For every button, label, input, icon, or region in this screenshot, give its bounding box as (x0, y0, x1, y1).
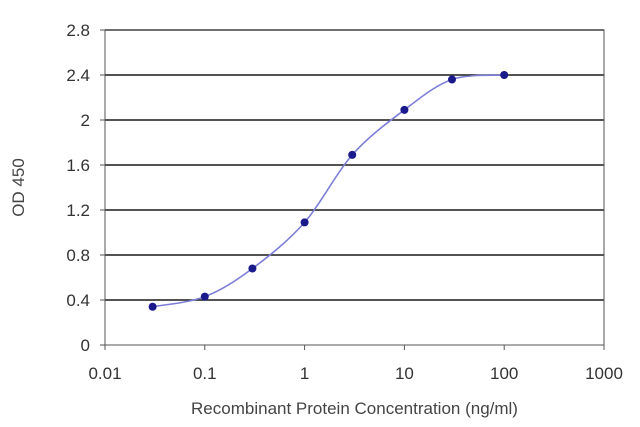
y-tick-label: 1.2 (66, 201, 90, 220)
y-tick-label: 2 (81, 111, 90, 130)
data-point (248, 264, 257, 273)
data-point (500, 71, 509, 79)
x-axis-title: Recombinant Protein Concentration (ng/ml… (191, 399, 518, 418)
y-tick-label: 0.8 (66, 246, 90, 265)
y-tick-label: 0 (81, 336, 90, 355)
y-tick-label: 0.4 (66, 291, 90, 310)
data-point (448, 75, 457, 84)
x-tick-label: 0.01 (88, 364, 121, 383)
y-axis: 0 0.4 0.8 1.2 1.6 2 2.4 2.8 (66, 21, 105, 355)
y-axis-title: OD 450 (9, 158, 28, 217)
y-tick-label: 2.8 (66, 21, 90, 40)
data-point (400, 105, 409, 114)
series-layer (148, 71, 509, 311)
x-tick-label: 1 (300, 364, 309, 383)
x-tick-label: 0.1 (193, 364, 217, 383)
x-tick-label: 10 (395, 364, 414, 383)
x-tick-label: 1000 (585, 364, 623, 383)
data-point (300, 218, 309, 227)
grid-lines (105, 29, 604, 301)
y-tick-label: 2.4 (66, 66, 90, 85)
x-tick-label: 100 (490, 364, 518, 383)
plot-area (104, 29, 605, 346)
data-point (348, 150, 357, 159)
data-point (200, 292, 209, 301)
data-point (148, 302, 157, 311)
y-tick-label: 1.6 (66, 156, 90, 175)
x-axis: 0.01 0.1 1 10 100 1000 (88, 345, 623, 383)
series-line (152, 74, 505, 308)
